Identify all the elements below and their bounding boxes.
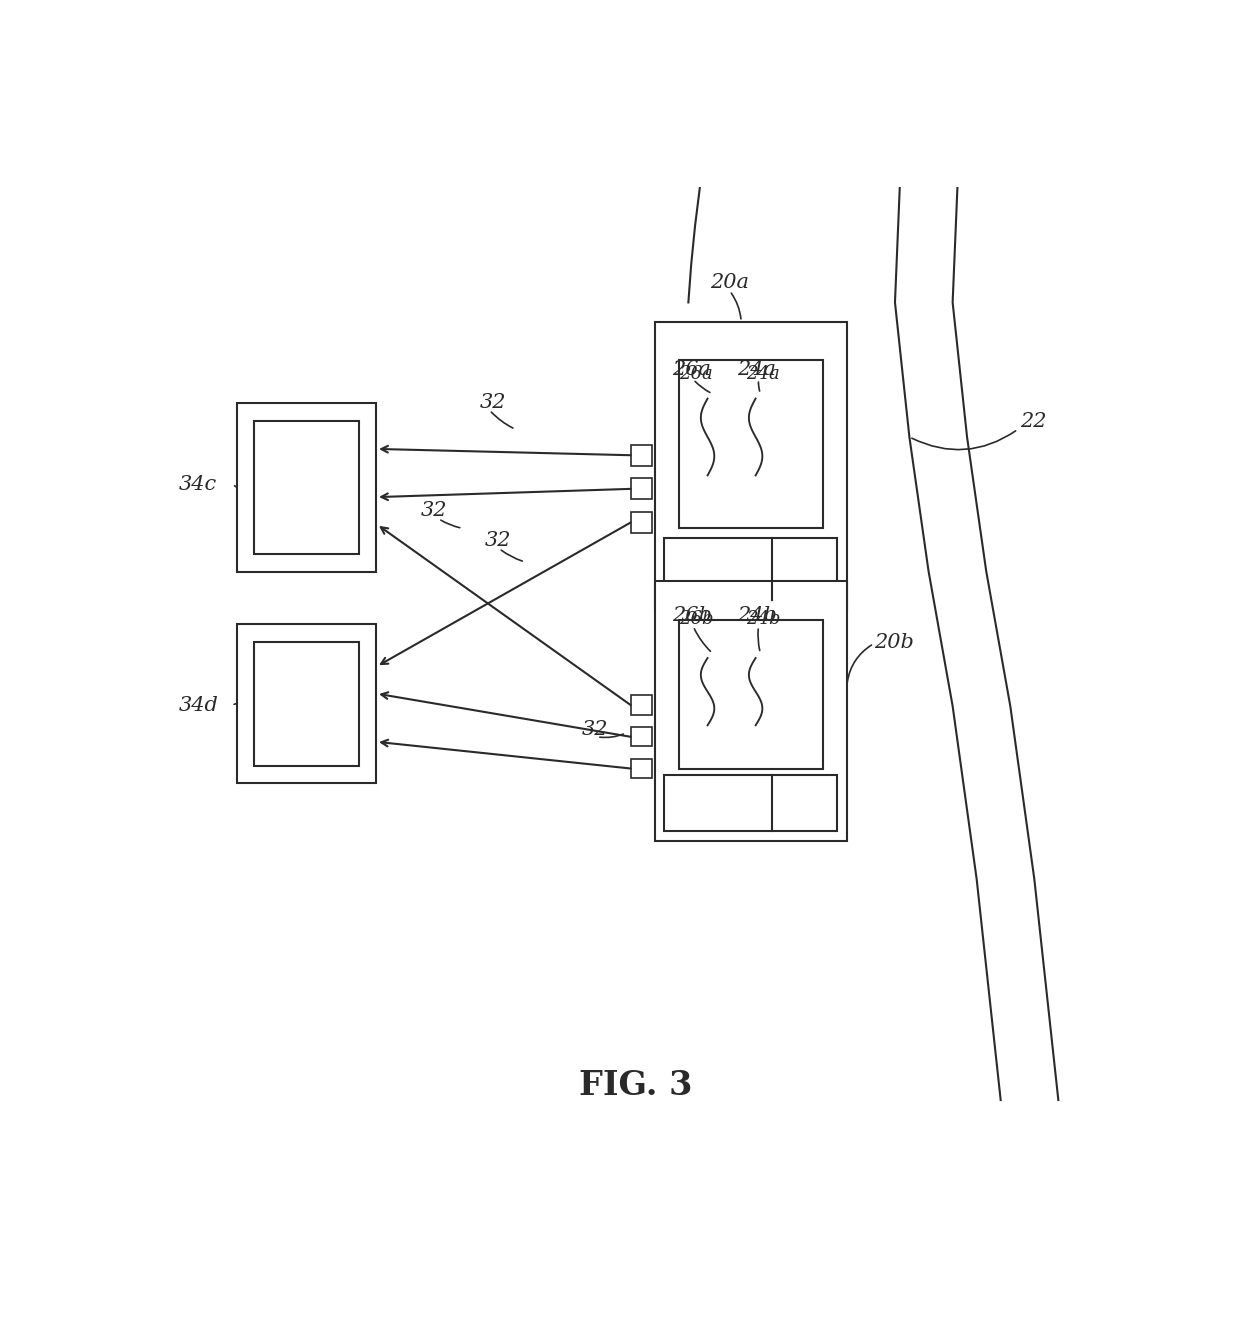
Text: 26a: 26a	[672, 360, 711, 378]
Text: 26b: 26b	[672, 607, 712, 625]
Bar	[631, 759, 652, 779]
Bar	[631, 479, 652, 500]
Text: 26a: 26a	[678, 365, 713, 383]
Bar	[237, 624, 376, 783]
Bar	[631, 727, 652, 747]
Bar	[631, 695, 652, 715]
Text: 34c: 34c	[179, 475, 217, 494]
Text: 32: 32	[582, 720, 608, 739]
Bar	[678, 620, 823, 768]
Text: 20b: 20b	[874, 633, 914, 652]
Text: 24a: 24a	[746, 365, 780, 383]
Text: 20a: 20a	[711, 274, 749, 292]
Bar	[678, 360, 823, 529]
Text: 26b: 26b	[678, 611, 713, 628]
Bar	[655, 582, 847, 841]
Text: 32: 32	[480, 393, 506, 412]
Bar	[665, 775, 837, 832]
Bar	[655, 321, 847, 609]
Text: 24b: 24b	[746, 611, 780, 628]
Text: 24a: 24a	[738, 360, 776, 378]
Text: 32: 32	[422, 501, 448, 520]
Text: 24b: 24b	[738, 607, 777, 625]
Bar	[631, 512, 652, 533]
Text: FIG. 3: FIG. 3	[579, 1069, 692, 1103]
Bar	[237, 403, 376, 571]
Bar	[665, 538, 837, 600]
Bar	[631, 444, 652, 465]
Text: 32: 32	[485, 530, 511, 550]
Text: 22: 22	[1019, 412, 1047, 431]
Bar	[254, 420, 358, 554]
Bar	[254, 641, 358, 765]
Text: 34d: 34d	[179, 695, 219, 715]
